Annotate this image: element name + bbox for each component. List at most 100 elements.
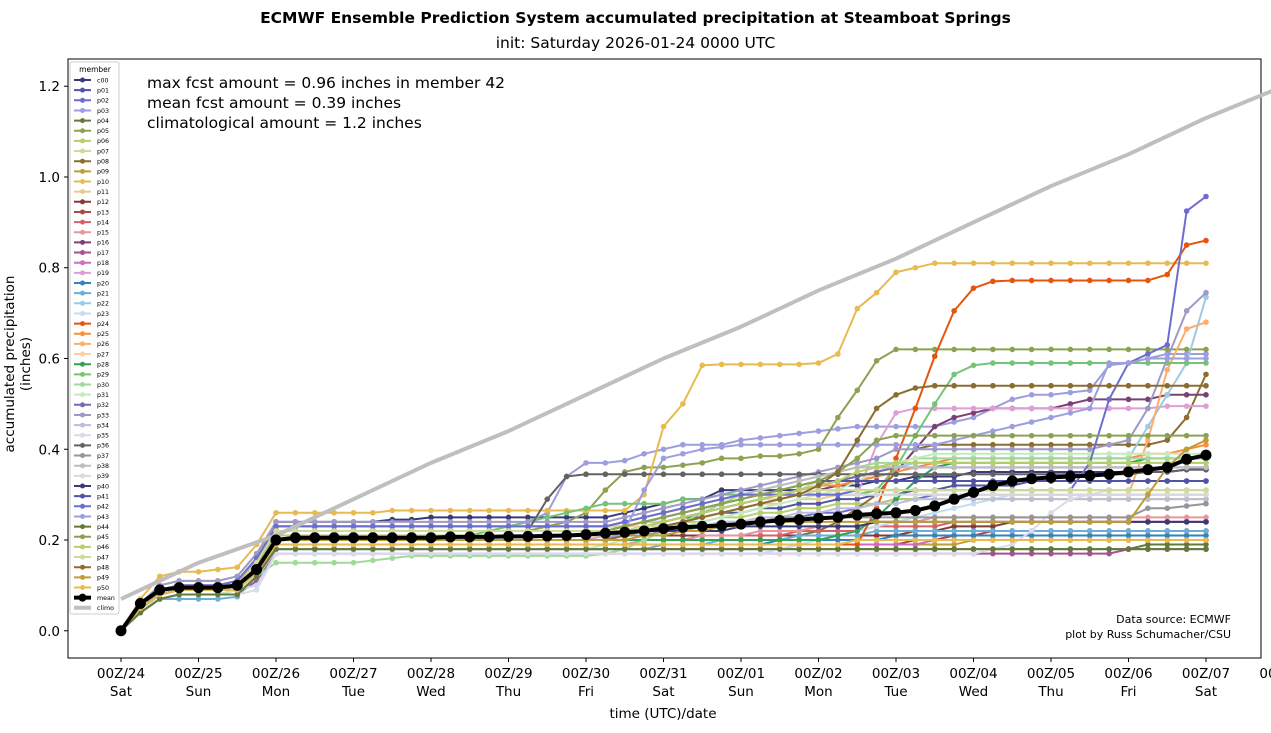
member-p46-point (1086, 460, 1093, 466)
member-p28-point (854, 528, 861, 534)
member-p16-point (1086, 396, 1093, 403)
member-p50-point (776, 541, 783, 548)
member-p44-point (156, 596, 163, 602)
member-p33-point (195, 578, 202, 584)
member-p19-point (1067, 405, 1074, 412)
member-p06-point (854, 500, 861, 507)
member-p05-point (854, 387, 861, 394)
mean-series-point (987, 480, 999, 492)
member-p47-point (931, 487, 938, 493)
member-p44-point (350, 546, 357, 552)
legend-label-p23: p23 (97, 311, 109, 318)
member-p31-point (1106, 450, 1112, 457)
member-p42-point (525, 523, 531, 530)
x-tick-day-label: Tue (341, 684, 365, 700)
member-p21-point (931, 528, 938, 534)
member-p44-point (931, 546, 938, 552)
member-p50-point (660, 541, 667, 548)
legend-marker-p27 (80, 351, 85, 357)
member-p10-point (1106, 260, 1112, 267)
member-p46-point (1203, 460, 1209, 466)
member-p34-point (796, 509, 802, 516)
member-p30-point (931, 455, 938, 462)
member-p24-point (1067, 277, 1074, 284)
member-p03-point (893, 423, 899, 430)
member-p48-point (893, 392, 899, 398)
member-p10-point (602, 507, 609, 514)
member-p36-point (796, 471, 802, 478)
member-p10-point (1203, 260, 1209, 267)
x-tick-label: 00Z/25 (174, 666, 222, 682)
member-p38-point (1183, 464, 1190, 471)
member-p35-point (563, 550, 570, 557)
member-p49-point (621, 537, 628, 543)
legend-label-p21: p21 (97, 290, 109, 297)
mean-series-point (561, 529, 573, 541)
member-p48-point (990, 382, 996, 389)
member-p48-point (1203, 382, 1209, 389)
member-p38-point (931, 464, 938, 471)
member-p45-point (1164, 432, 1171, 439)
member-p47-point (912, 487, 919, 493)
legend-marker-p49 (80, 574, 85, 580)
member-p38-point (776, 482, 783, 489)
member-p35-point (621, 550, 628, 557)
member-p39-point (1183, 491, 1190, 498)
member-p50-point (1125, 537, 1132, 543)
member-p43-point (1028, 419, 1035, 425)
member-p42-point (544, 523, 551, 530)
member-p48-point (699, 514, 706, 521)
member-p30-point (951, 455, 957, 462)
member-p50-point (1028, 537, 1035, 543)
legend-label-p06: p06 (97, 138, 109, 145)
member-p10-point (292, 509, 299, 516)
member-p10-point (893, 269, 899, 276)
member-p44 (118, 546, 1209, 634)
member-p10-point (951, 260, 957, 267)
member-p43-point (680, 450, 686, 457)
member-p34-point (1048, 496, 1054, 502)
member-p34-point (1009, 496, 1016, 502)
member-p15-point (718, 532, 725, 539)
member-p33 (118, 289, 1209, 634)
member-p48-point (970, 382, 977, 389)
member-p10-point (1183, 260, 1190, 267)
member-p10-point (486, 507, 492, 514)
member-p46-point (854, 469, 861, 475)
member-p10-point (428, 507, 434, 514)
member-p41-point (873, 478, 880, 484)
member-p43-point (776, 441, 783, 448)
member-p39-point (1164, 491, 1171, 498)
member-p48-point (951, 382, 957, 389)
member-p30-point (1125, 455, 1132, 462)
member-p33-point (505, 519, 512, 525)
member-p46-point (1145, 460, 1151, 466)
member-p50-point (1009, 537, 1016, 543)
member-p10-point (680, 401, 686, 407)
member-p03-point (970, 414, 977, 421)
member-p29 (118, 360, 1209, 634)
member-p35-point (505, 550, 512, 557)
member-p39-point (1086, 491, 1093, 498)
member-p31-point (912, 455, 919, 462)
legend-marker-p14 (80, 219, 85, 225)
member-p24-point (1106, 277, 1112, 284)
member-p50-point (699, 541, 706, 548)
member-p35-point (660, 550, 667, 557)
member-p16-point (1125, 396, 1132, 403)
legend-label-p18: p18 (97, 260, 109, 267)
member-p50-point (854, 537, 861, 543)
member-p45-point (1028, 432, 1035, 439)
member-p38-point (815, 473, 822, 480)
member-p44-point (680, 546, 686, 552)
member-p50-point (738, 541, 744, 548)
member-p36-point (931, 471, 938, 478)
member-p19-point (1183, 403, 1190, 409)
legend-marker-p37 (80, 453, 85, 459)
mean-series-point (464, 531, 476, 543)
member-p49-point (1048, 519, 1054, 525)
legend-label-p32: p32 (97, 402, 109, 409)
member-p45-point (931, 432, 938, 439)
mean-series-point (677, 521, 689, 533)
legend-marker-p06 (80, 138, 85, 144)
